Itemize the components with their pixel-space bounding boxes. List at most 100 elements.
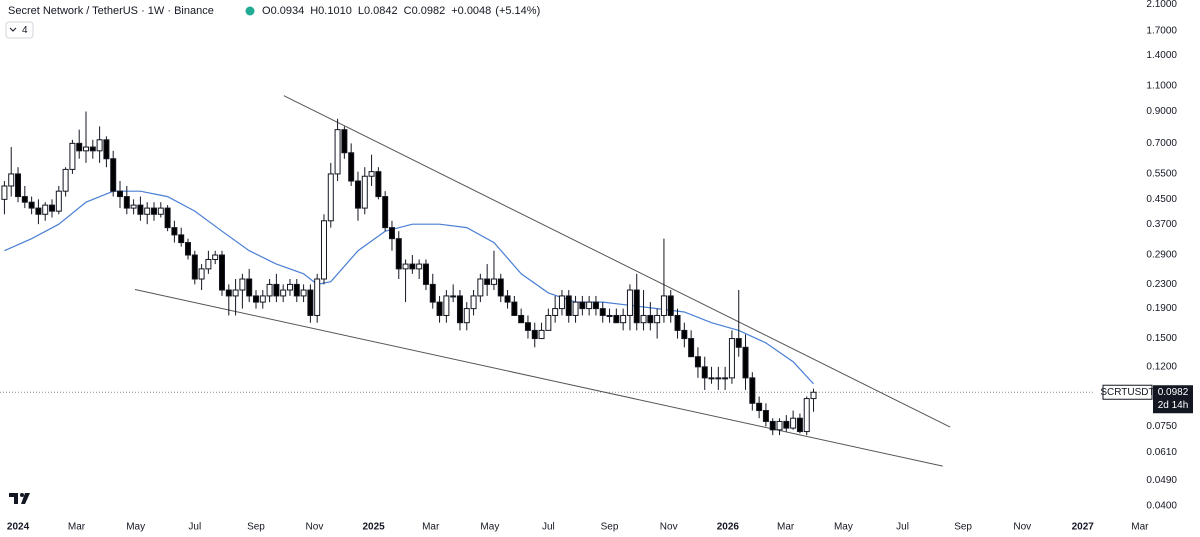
trendline [283, 95, 951, 428]
candle-body [69, 142, 76, 170]
trendline [134, 288, 943, 467]
x-tick-label: May [126, 522, 145, 533]
x-tick-label: May [834, 522, 853, 533]
candle-body [708, 377, 715, 380]
candle-body [674, 314, 681, 331]
candle-body [592, 301, 599, 310]
candle-body [762, 410, 769, 422]
x-tick-label: Sep [954, 522, 972, 533]
moving-average-line [4, 190, 814, 385]
y-tick-label: 0.3700 [1146, 219, 1177, 230]
candle-body [42, 204, 49, 215]
candle-body [280, 289, 287, 297]
ohlc-value: 0.0982 [412, 5, 446, 17]
candle-body [354, 180, 361, 209]
candle-body [456, 295, 463, 324]
candle-body [246, 278, 253, 297]
candle-body [429, 283, 436, 303]
indicator-count: 4 [22, 25, 28, 36]
ohlc-value: 0.0934 [271, 5, 305, 17]
candle-body [552, 308, 559, 316]
candle-body [497, 278, 504, 297]
candle-body [157, 207, 164, 215]
status-dot [245, 6, 255, 16]
change-value: +0.0048 [451, 5, 491, 17]
y-tick-label: 2.1000 [1146, 0, 1177, 10]
candle-body [633, 289, 640, 324]
candle-body [511, 301, 518, 316]
candle-body [76, 142, 83, 152]
candle-body [314, 278, 321, 316]
candle-body [293, 283, 300, 297]
indicator-toggle[interactable] [5, 21, 34, 39]
x-tick-label: Mar [68, 522, 86, 533]
candle-body [694, 356, 701, 368]
y-tick-label: 1.7000 [1146, 26, 1177, 37]
change-percent: (+5.14%) [495, 5, 540, 17]
candle-body [300, 289, 307, 297]
candle-body [191, 254, 198, 280]
candle-body [334, 129, 341, 175]
x-tick-label: Jul [896, 522, 909, 533]
candle-body [783, 420, 790, 429]
candle-body [613, 314, 620, 324]
candle-body [749, 377, 756, 404]
candle-body [504, 295, 511, 303]
x-tick-label: Jul [542, 522, 555, 533]
candle-body [205, 258, 212, 270]
candle-body [266, 283, 273, 297]
ohlc-key: C [404, 5, 412, 17]
y-tick-label: 0.0400 [1146, 501, 1177, 512]
candle-body [443, 295, 450, 316]
y-tick-label: 0.1500 [1146, 333, 1177, 344]
candle-body [286, 283, 293, 291]
y-tick-label: 1.1000 [1146, 81, 1177, 92]
candle-body [688, 338, 695, 358]
candle-body [184, 242, 191, 256]
y-tick-label: 1.4000 [1146, 50, 1177, 61]
candle-body [15, 173, 22, 198]
y-tick-label: 0.2900 [1146, 250, 1177, 261]
x-tick-label: Sep [247, 522, 265, 533]
candle-body [232, 289, 239, 297]
candle-body [62, 168, 69, 192]
plot-area [0, 95, 1095, 467]
candle-body [341, 129, 348, 154]
symbol-label: SCRTUSDT [1100, 387, 1154, 398]
x-tick-label: Nov [1013, 522, 1031, 533]
ohlc-key: H [310, 5, 318, 17]
candle-body [518, 314, 525, 324]
candle-body [368, 171, 375, 177]
candle-body [681, 329, 688, 340]
symbol-tag [1102, 384, 1153, 400]
candle-body [137, 204, 144, 215]
candle-body [164, 207, 171, 229]
candle-body [348, 152, 355, 182]
candle-body [8, 173, 15, 187]
candle-body [436, 301, 443, 316]
ohlc-value: 0.0842 [364, 5, 398, 17]
y-tick-label: 0.0750 [1146, 421, 1177, 432]
candle-body [715, 377, 722, 380]
candle-body [796, 417, 803, 433]
candle-body [769, 420, 776, 431]
candle-body [654, 314, 661, 324]
candle-body [558, 295, 565, 310]
candle-body [96, 139, 103, 152]
y-tick-label: 0.1200 [1146, 361, 1177, 372]
candle-body [21, 196, 28, 203]
candle-body [361, 175, 368, 209]
candle-body [538, 329, 545, 340]
y-tick-label: 0.0490 [1146, 475, 1177, 486]
candle-body [409, 263, 416, 270]
candle-body [327, 173, 334, 222]
candle-body [803, 398, 810, 433]
chevron-icon [9, 27, 17, 32]
candle-body [28, 201, 35, 209]
x-tick-label: 2026 [717, 522, 740, 533]
candle-body [110, 158, 117, 192]
candle-body [660, 295, 667, 316]
overlay: Secret Network / TetherUS · 1W · Binance… [5, 5, 540, 504]
candle-body [776, 420, 783, 431]
y-tick-label: 0.4500 [1146, 194, 1177, 205]
